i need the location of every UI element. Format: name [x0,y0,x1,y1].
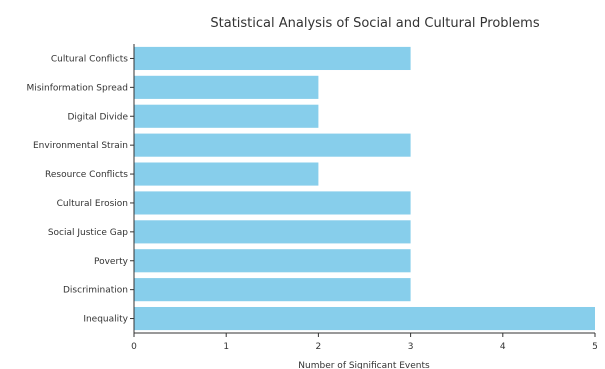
category-labels: Inequality Discrimination Poverty Social Ju… [27,54,134,325]
category-label: Cultural Conflicts [51,54,128,64]
category-label: Environmental Strain [33,141,128,151]
bar-cultural-erosion [134,191,411,215]
bar-digital-divide [134,104,319,128]
category-label: Cultural Erosion [57,199,128,209]
bar-social-justice-gap [134,220,411,244]
x-tick-label: 5 [592,342,598,352]
category-label: Resource Conflicts [45,170,128,180]
category-label: Poverty [94,257,129,267]
x-tick-label: 2 [316,342,322,352]
x-tick-label: 1 [223,342,229,352]
category-label: Inequality [83,315,128,325]
bar-cultural-conflicts [134,46,411,71]
x-tick-label: 4 [500,342,506,352]
category-label: Digital Divide [67,112,128,122]
bar-inequality [134,306,595,331]
category-label: Misinformation Spread [27,83,128,93]
bar-misinformation-spread [134,75,319,99]
axes-layer [133,44,595,334]
x-tick-label: 3 [408,342,414,352]
bar-resource-conflicts [134,162,319,186]
x-axis-label: Number of Significant Events [298,361,430,369]
x-tick-label: 0 [131,342,137,352]
category-label: Discrimination [63,286,128,296]
category-label: Social Justice Gap [48,228,128,238]
bar-discrimination [134,278,411,302]
x-ticks: 0 1 2 3 4 5 [131,333,598,352]
bars-layer [134,46,595,331]
bar-environmental-strain [134,133,411,157]
bar-poverty [134,249,411,273]
chart-title: Statistical Analysis of Social and Cultu… [210,16,539,31]
